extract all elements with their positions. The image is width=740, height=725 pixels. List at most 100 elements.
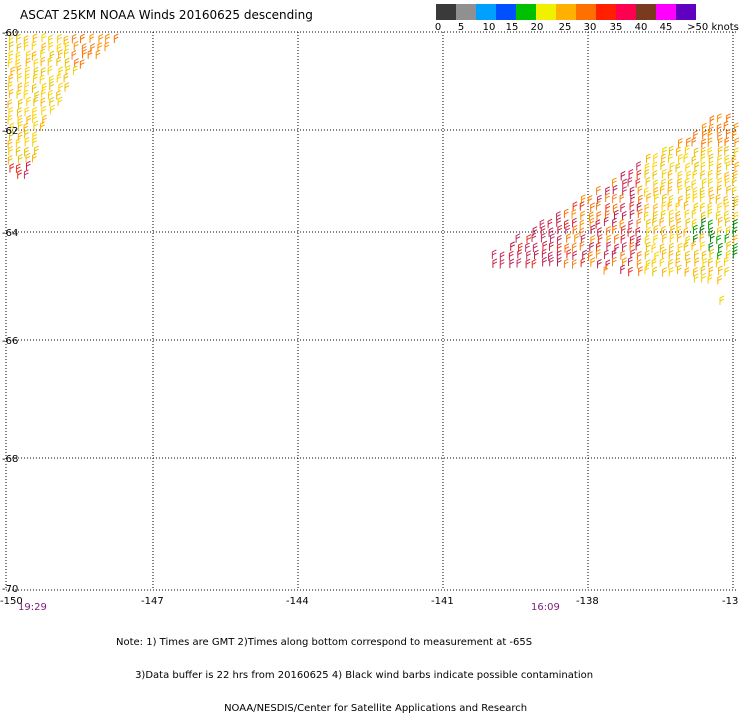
wind-barb xyxy=(717,275,723,285)
wind-barb xyxy=(724,201,730,211)
wind-barb xyxy=(41,32,47,43)
wind-barb xyxy=(589,217,595,228)
wind-barb xyxy=(684,144,690,155)
wind-barb xyxy=(24,106,30,117)
wind-barb xyxy=(579,219,585,229)
wind-barb xyxy=(17,114,23,125)
wind-barb xyxy=(669,216,674,227)
wind-barb xyxy=(661,225,666,236)
wind-barb xyxy=(667,178,673,189)
wind-barb xyxy=(518,242,523,253)
wind-barb xyxy=(677,232,682,243)
colorbar-segment xyxy=(516,4,536,20)
wind-barb xyxy=(596,200,601,211)
wind-barb xyxy=(659,257,665,268)
wind-barb xyxy=(547,218,553,229)
wind-barb xyxy=(7,81,13,91)
wind-barb xyxy=(572,224,578,235)
wind-barb xyxy=(708,153,714,163)
wind-barb xyxy=(47,56,53,67)
wind-barb xyxy=(709,193,715,204)
wind-barb xyxy=(723,120,729,131)
wind-barb xyxy=(718,137,723,147)
wind-barb xyxy=(508,250,514,261)
wind-barb xyxy=(685,185,691,196)
colorbar-label: 30 xyxy=(583,22,597,33)
wind-barb xyxy=(98,33,104,44)
wind-barb xyxy=(709,115,715,125)
wind-barb xyxy=(661,248,667,259)
wind-barb xyxy=(659,217,665,227)
wind-barb xyxy=(701,178,707,188)
wind-barb xyxy=(40,48,46,59)
wind-barb xyxy=(717,113,722,123)
wind-barb xyxy=(590,257,596,267)
wind-barb xyxy=(638,194,643,205)
wind-barb xyxy=(653,234,659,244)
wind-barb xyxy=(700,192,705,203)
wind-barb xyxy=(699,224,705,235)
wind-barb xyxy=(708,226,714,237)
wind-barb xyxy=(677,184,683,195)
wind-barb xyxy=(652,210,658,221)
wind-barb xyxy=(693,147,699,157)
wind-barb xyxy=(717,226,722,236)
wind-barb xyxy=(542,240,548,251)
wind-barb xyxy=(629,234,635,245)
wind-barb xyxy=(678,195,684,205)
wind-barb xyxy=(517,249,522,259)
wind-barb xyxy=(717,250,722,261)
wind-barb xyxy=(694,161,700,172)
wind-barb xyxy=(25,152,31,163)
wind-barb xyxy=(572,259,577,269)
wind-barb xyxy=(620,250,626,260)
wind-barbs xyxy=(7,32,740,305)
wind-barb xyxy=(605,192,610,203)
wind-barb xyxy=(683,227,689,237)
wind-barb xyxy=(636,202,642,212)
wind-barb xyxy=(589,241,595,252)
wind-barb xyxy=(683,241,689,252)
wind-barb xyxy=(64,82,70,92)
wind-barb xyxy=(557,234,562,245)
wind-barb xyxy=(8,34,14,44)
wind-barb xyxy=(31,83,37,93)
wind-barb xyxy=(31,152,37,163)
wind-barb xyxy=(718,265,723,275)
wind-barb xyxy=(16,89,22,99)
wind-barb xyxy=(556,242,562,253)
wind-barb xyxy=(700,241,705,251)
wind-barb xyxy=(532,226,538,236)
colorbar-segment xyxy=(456,4,476,20)
wind-barb xyxy=(691,240,697,251)
wind-barb xyxy=(700,161,706,172)
wind-barb xyxy=(17,153,23,164)
wind-barb xyxy=(580,210,586,221)
wind-barb xyxy=(32,33,38,43)
wind-barb xyxy=(620,264,625,275)
wind-barb xyxy=(660,160,666,171)
wind-barb xyxy=(87,49,93,59)
wind-barb xyxy=(733,200,739,211)
wind-barb xyxy=(700,146,706,157)
wind-barb xyxy=(653,179,659,189)
wind-barb xyxy=(17,131,23,141)
wind-barb xyxy=(676,225,682,236)
wind-barb xyxy=(614,234,619,244)
wind-barb xyxy=(49,80,54,91)
wind-barb xyxy=(90,43,96,53)
wind-barb xyxy=(8,107,14,117)
wind-barb xyxy=(621,211,627,221)
wind-barb xyxy=(539,219,545,229)
wind-barb xyxy=(669,209,674,219)
wind-barb xyxy=(692,193,698,203)
wind-barb xyxy=(588,251,593,261)
wind-barb xyxy=(700,202,705,213)
wind-barb xyxy=(668,259,674,269)
wind-barb xyxy=(40,121,45,131)
wind-barb xyxy=(677,178,683,188)
wind-barb xyxy=(7,99,13,109)
wind-barb xyxy=(15,58,21,69)
wind-barb xyxy=(708,186,714,197)
wind-barb xyxy=(50,104,55,115)
